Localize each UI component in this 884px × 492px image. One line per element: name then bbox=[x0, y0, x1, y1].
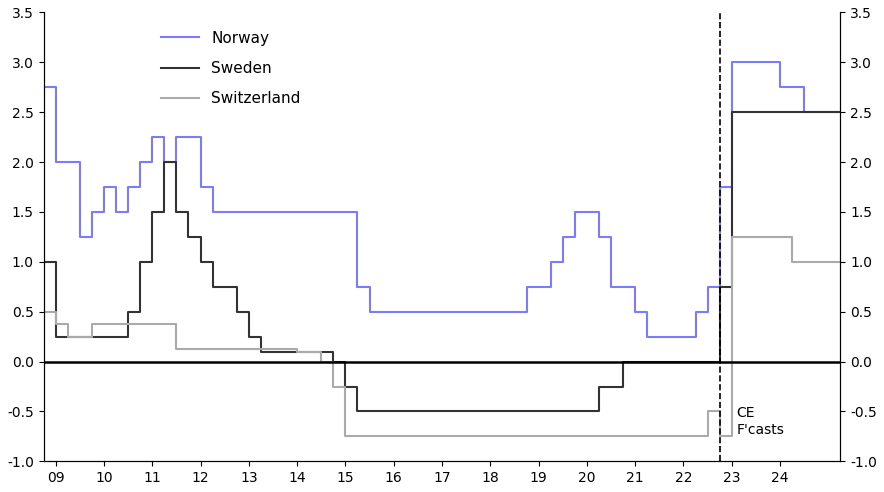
Legend: Norway, Sweden, Switzerland: Norway, Sweden, Switzerland bbox=[155, 25, 307, 112]
Text: CE
F'casts: CE F'casts bbox=[736, 406, 784, 437]
